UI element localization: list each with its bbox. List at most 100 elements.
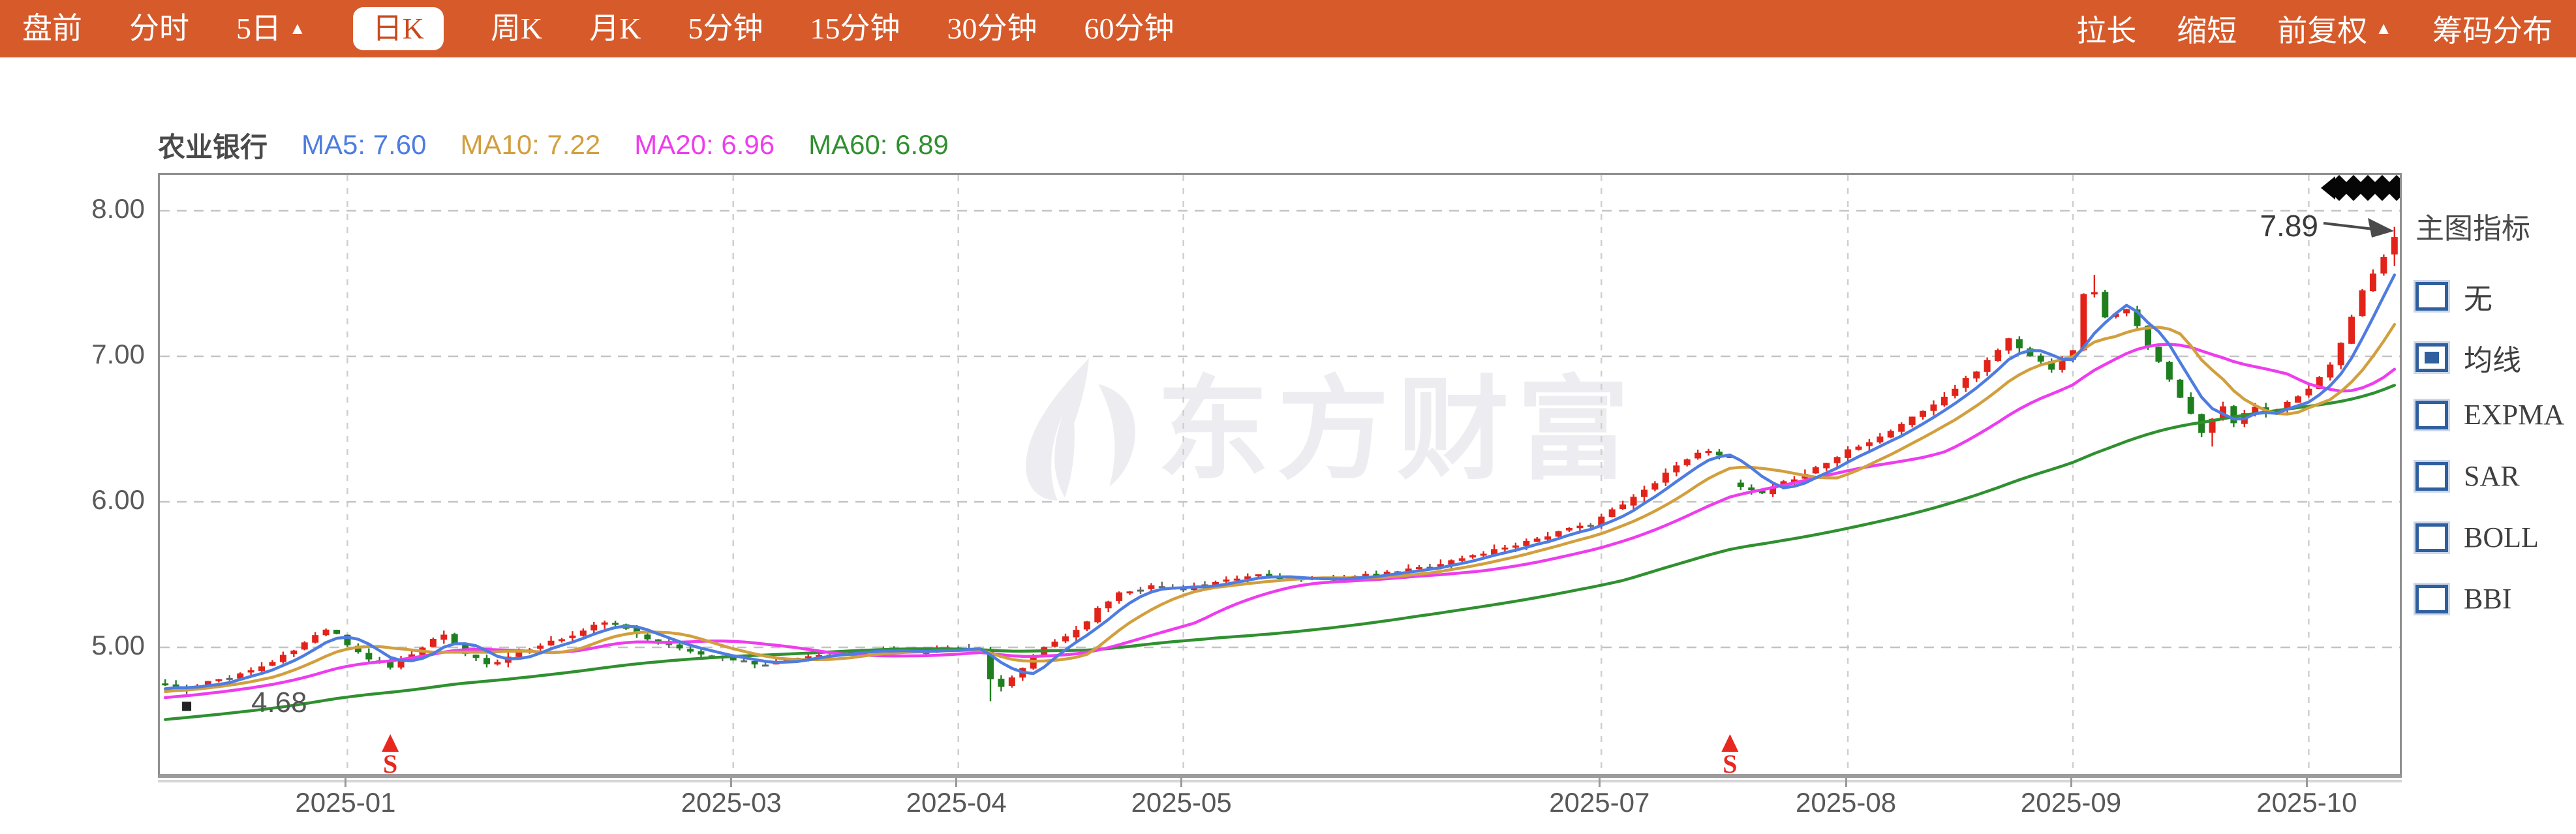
tab-weekly-k[interactable]: 周K — [490, 12, 543, 45]
triangle-up-icon: ▲ — [289, 19, 306, 38]
candle-body — [322, 629, 330, 636]
candle-body — [1180, 588, 1187, 591]
candle-body — [1094, 608, 1101, 623]
candle-body — [601, 622, 608, 625]
candle-body — [1523, 540, 1530, 546]
candle-body — [2123, 309, 2130, 314]
candle-body — [1576, 525, 1584, 529]
candle-body — [1962, 378, 1969, 388]
checkbox-icon[interactable] — [2415, 461, 2448, 491]
candle-body — [666, 643, 673, 645]
candle-body — [676, 644, 683, 649]
option-ma[interactable]: 均线 — [2415, 337, 2521, 378]
ma20-line — [163, 343, 2397, 700]
candle-body — [1758, 489, 1766, 494]
dividend-marker[interactable]: S — [382, 734, 399, 774]
tab-pre-market[interactable]: 盘前 — [22, 12, 82, 45]
candlestick-chart[interactable]: S S 4.68 7.89 — [160, 175, 2400, 774]
candle-body — [547, 640, 555, 646]
candle-body — [1405, 568, 1412, 572]
candle-body — [2027, 348, 2034, 356]
action-shrink[interactable]: 缩短 — [2177, 14, 2237, 48]
candle-body — [1458, 558, 1465, 561]
tab-5day[interactable]: 5日 ▲ — [236, 12, 306, 45]
watermark-text: 东方财富 — [1157, 367, 1637, 493]
option-boll[interactable]: BOLL — [2415, 521, 2539, 554]
candle-body — [237, 673, 244, 679]
candle-body — [751, 660, 758, 665]
candle-body — [1812, 467, 1819, 474]
x-axis-label: 2025-10 — [2256, 787, 2357, 818]
candle-body — [1373, 574, 1380, 576]
candle-body — [1748, 487, 1755, 491]
y-axis-label: 5.00 — [91, 630, 145, 660]
option-none[interactable]: 无 — [2415, 275, 2492, 317]
handle-notch — [2340, 175, 2367, 201]
candle-body — [397, 660, 405, 668]
x-axis-tick — [2305, 778, 2308, 787]
candle-body — [998, 679, 1005, 687]
tab-monthly-k[interactable]: 月K — [589, 12, 641, 45]
candle-body — [644, 634, 651, 640]
candle-body — [1995, 350, 2002, 362]
candle-body — [2391, 237, 2398, 255]
candle-body — [1952, 388, 1959, 396]
tab-daily-k[interactable]: 日K — [352, 7, 444, 50]
checkbox-checked-icon[interactable] — [2415, 343, 2448, 372]
callout-arrow-line — [2323, 222, 2374, 230]
candle-body — [1158, 586, 1165, 589]
option-bbi[interactable]: BBI — [2415, 582, 2511, 615]
candle-body — [2380, 257, 2387, 274]
checkbox-icon[interactable] — [2415, 523, 2448, 552]
candle-body — [1865, 442, 1873, 446]
candle-body — [344, 634, 351, 645]
candle-body — [290, 650, 298, 655]
candle-body — [1555, 531, 1562, 537]
x-axis-label: 2025-08 — [1795, 787, 1897, 818]
chart-scroll-handle-icon[interactable] — [2321, 175, 2400, 201]
tab-30min[interactable]: 30分钟 — [947, 12, 1037, 45]
candle-body — [2177, 379, 2184, 398]
candle-body — [387, 661, 394, 668]
action-chip-distribution[interactable]: 筹码分布 — [2432, 14, 2553, 48]
y-axis-label: 8.00 — [91, 193, 145, 224]
toolbar-actions: 拉长 缩短 前复权 ▲ 筹码分布 — [2076, 7, 2576, 50]
candle-body — [2284, 401, 2291, 410]
option-expma[interactable]: EXPMA — [2415, 398, 2564, 431]
candle-body — [1920, 410, 1927, 417]
indicator-option-label: 无 — [2464, 283, 2492, 315]
checkbox-icon[interactable] — [2415, 584, 2448, 613]
action-forward-adjusted[interactable]: 前复权 ▲ — [2277, 14, 2392, 48]
candle-body — [1244, 576, 1251, 579]
option-sar[interactable]: SAR — [2415, 459, 2520, 493]
dividend-marker[interactable]: S — [1721, 734, 1739, 774]
action-stretch[interactable]: 拉长 — [2076, 14, 2137, 48]
candle-body — [2209, 418, 2216, 433]
candle-body — [1544, 536, 1552, 540]
candle-body — [354, 645, 361, 653]
checkbox-icon[interactable] — [2415, 282, 2448, 311]
candle-body — [483, 658, 490, 664]
tab-intraday[interactable]: 分时 — [129, 12, 189, 45]
candle-body — [1266, 574, 1273, 576]
x-axis-label: 2025-07 — [1549, 787, 1650, 818]
candle-body — [515, 651, 523, 657]
candle-body — [1790, 479, 1798, 482]
candle-body — [805, 656, 812, 658]
candle-body — [1448, 560, 1455, 564]
candle-body — [1855, 446, 1862, 450]
checkbox-icon[interactable] — [2415, 400, 2448, 429]
candle-body — [729, 656, 737, 661]
indicator-option-label: SAR — [2464, 460, 2520, 492]
tab-60min[interactable]: 60分钟 — [1084, 12, 1174, 45]
candle-body — [1533, 538, 1541, 542]
indicator-option-label: BOLL — [2464, 521, 2539, 553]
tab-15min[interactable]: 15分钟 — [810, 12, 900, 45]
candle-body — [2059, 360, 2066, 370]
candle-body — [1062, 636, 1069, 641]
candle-body — [1705, 451, 1712, 454]
period-tabs: 盘前 分时 5日 ▲ 日K 周K 月K 5分钟 15分钟 30分钟 60分钟 — [0, 7, 1174, 50]
tab-5min[interactable]: 5分钟 — [688, 12, 763, 45]
candle-body — [2080, 294, 2087, 350]
candle-body — [2048, 361, 2055, 370]
